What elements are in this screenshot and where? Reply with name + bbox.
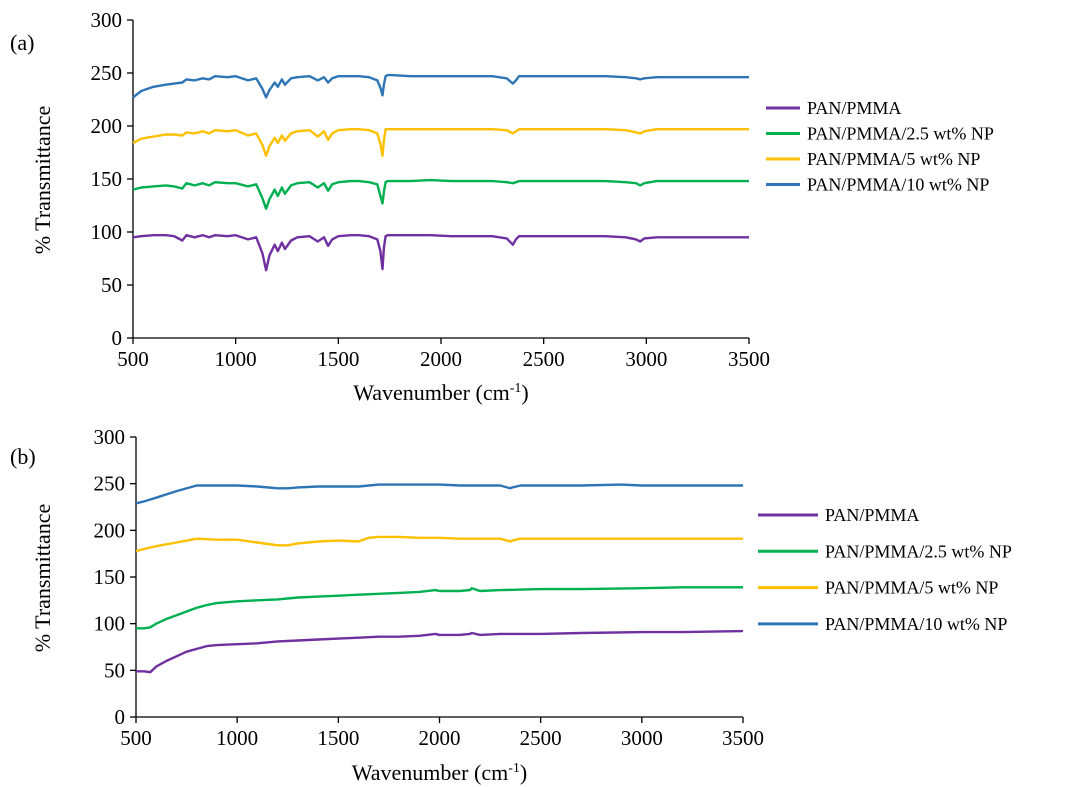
x-tick-label: 2500 [520,726,562,750]
x-axis-label-end: ) [520,760,527,785]
x-tick-label: 1000 [216,726,258,750]
x-axis-label-superscript: -1 [510,381,522,396]
x-axis-label-main: Wavenumber (cm [353,380,509,405]
y-tick-label: 0 [112,326,123,350]
x-axis-label-main: Wavenumber (cm [352,760,508,785]
x-tick-label: 500 [117,347,149,371]
y-tick-label: 50 [104,658,125,682]
series-line-2 [135,535,743,553]
y-tick-label: 250 [94,472,126,496]
y-axis-label: % Transmittance [30,504,55,653]
y-tick-label: 300 [91,8,123,32]
x-tick-label: 3500 [722,726,764,750]
y-tick-label: 50 [101,273,122,297]
y-tick-label: 200 [94,518,126,542]
chart-0: (a) 0 50 100 150 200 250 300 500 1000 1500 2000 2500… [10,8,994,405]
series-line-0 [136,629,744,674]
series-line-2 [132,127,749,157]
legend-entry-0: PAN/PMMA [825,505,919,525]
x-axis-label-end: ) [521,380,528,405]
y-tick-label: 150 [91,167,123,191]
series-line-1 [132,178,749,210]
x-tick-label: 2500 [523,347,565,371]
x-tick-label: 1500 [317,726,359,750]
y-tick-label: 150 [94,565,126,589]
legend-entry-1: PAN/PMMA/2.5 wt% NP [825,541,1012,561]
panel-label: (b) [10,444,36,469]
panel-label: (a) [10,30,34,55]
y-tick-label: 200 [91,114,123,138]
y-tick-label: 0 [115,705,126,729]
series-line-3 [135,483,743,505]
legend-entry-1: PAN/PMMA/2.5 wt% NP [807,124,994,144]
x-tick-label: 500 [120,726,152,750]
x-tick-label: 1000 [215,347,257,371]
series-line-1 [136,586,743,630]
y-tick-label: 100 [91,220,123,244]
x-tick-label: 3000 [625,347,667,371]
legend-entry-2: PAN/PMMA/5 wt% NP [825,578,998,598]
y-tick-label: 300 [94,425,126,449]
x-tick-label: 2000 [419,726,461,750]
x-axis-label: Wavenumber (cm-1) [352,760,527,785]
series-line-3 [132,73,749,99]
legend-entry-3: PAN/PMMA/10 wt% NP [825,614,1007,634]
x-tick-label: 2000 [420,347,462,371]
legend-entry-3: PAN/PMMA/10 wt% NP [807,175,989,195]
legend-entry-0: PAN/PMMA [807,98,901,118]
x-tick-label: 1500 [317,347,359,371]
chart-1: (b) 0 50 100 150 200 250 300 500 1000 1500 2000 2500… [10,425,1012,785]
x-tick-label: 3500 [728,347,770,371]
y-tick-label: 100 [94,612,126,636]
series-line-0 [132,234,749,272]
x-axis-label: Wavenumber (cm-1) [353,380,528,405]
x-tick-label: 3000 [621,726,663,750]
y-tick-label: 250 [91,61,123,85]
x-axis-label-superscript: -1 [508,761,520,776]
y-axis-label: % Transmittance [30,106,55,255]
legend-entry-2: PAN/PMMA/5 wt% NP [807,149,980,169]
